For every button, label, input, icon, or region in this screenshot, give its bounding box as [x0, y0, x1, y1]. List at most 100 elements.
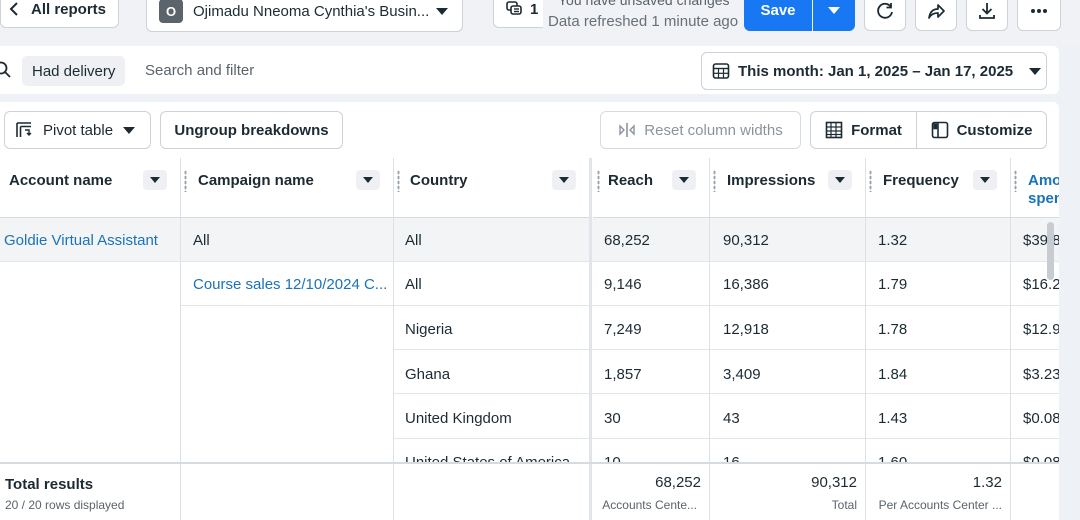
amount-spent-cell: $16.2	[1023, 276, 1059, 293]
back-label: All reports	[31, 0, 107, 18]
ungroup-breakdowns-button[interactable]: Ungroup breakdowns	[160, 111, 343, 149]
table-row[interactable]	[393, 395, 1059, 439]
calendar-icon	[712, 63, 730, 79]
impressions-cell: 16,386	[723, 276, 769, 293]
total-reach-caption: Accounts Cente...	[602, 498, 697, 512]
column-divider	[865, 158, 866, 520]
pivot-table-label: Pivot table	[43, 121, 114, 139]
filter-chip-had-delivery[interactable]: Had delivery	[22, 56, 126, 86]
column-menu-button[interactable]	[828, 170, 852, 190]
date-range-picker[interactable]: This month: Jan 1, 2025 – Jan 17, 2025	[701, 52, 1047, 90]
drag-handle-icon[interactable]	[597, 170, 600, 192]
account-name: Ojimadu Nneoma Cynthia's Busin...	[193, 2, 430, 20]
column-menu-button[interactable]	[356, 170, 380, 190]
save-options-button[interactable]	[813, 0, 855, 31]
download-icon	[979, 2, 995, 19]
account-avatar: O	[159, 0, 183, 23]
download-button[interactable]	[966, 0, 1008, 31]
column-header-frequency[interactable]: Frequency	[865, 158, 1010, 218]
reach-cell: 1,857	[604, 366, 642, 383]
reset-column-widths-button[interactable]: Reset column widths	[600, 111, 801, 149]
table-row[interactable]	[393, 350, 1059, 394]
reach-cell: 9,146	[604, 276, 642, 293]
drag-handle-icon[interactable]	[713, 170, 716, 192]
table-row[interactable]	[180, 262, 1059, 306]
vertical-scrollbar[interactable]	[1047, 222, 1054, 280]
layers-button[interactable]: 1	[493, 0, 543, 28]
account-name-cell[interactable]: Goldie Virtual Assistant	[4, 232, 158, 249]
layers-count: 1	[530, 0, 539, 18]
report-table: Account name Campaign name Country Reach…	[0, 158, 1059, 520]
share-button[interactable]	[915, 0, 957, 31]
pivot-table-button[interactable]: Pivot table	[4, 111, 151, 149]
back-to-reports-button[interactable]: All reports	[0, 0, 119, 28]
customize-label: Customize	[956, 121, 1033, 139]
customize-button[interactable]: Customize	[916, 111, 1047, 149]
table-row[interactable]	[0, 218, 1059, 262]
drag-handle-icon[interactable]	[184, 170, 187, 192]
country-cell: Ghana	[405, 366, 451, 383]
country-cell: Nigeria	[405, 321, 453, 338]
column-menu-button[interactable]	[552, 170, 576, 190]
table-row[interactable]	[393, 306, 1059, 350]
top-bar: All reports O Ojimadu Nneoma Cynthia's B…	[0, 0, 1080, 46]
refresh-icon	[877, 2, 893, 19]
chevron-down-icon	[363, 177, 373, 183]
format-button[interactable]: Format	[810, 111, 917, 149]
chevron-down-icon	[828, 7, 840, 14]
total-reach: 68,252	[655, 474, 701, 491]
ad-account-select[interactable]: O Ojimadu Nneoma Cynthia's Busin...	[146, 0, 463, 32]
column-divider	[180, 464, 181, 520]
reach-cell: 68,252	[604, 232, 650, 249]
refresh-button[interactable]	[864, 0, 906, 31]
reach-cell: 7,249	[604, 321, 642, 338]
amount-spent-cell: $3.23	[1023, 366, 1059, 383]
campaign-name-cell: All	[193, 232, 210, 249]
campaign-name-cell[interactable]: Course sales 12/10/2024 C...	[193, 276, 388, 293]
chevron-down-icon	[123, 126, 136, 134]
account-group-cell	[0, 262, 180, 462]
chevron-down-icon	[679, 177, 689, 183]
unsaved-status: You have unsaved changes	[558, 0, 730, 8]
frequency-cell: 1.43	[878, 410, 908, 427]
country-cell: United Kingdom	[405, 410, 512, 427]
chevron-down-icon	[559, 177, 569, 183]
column-header-country[interactable]: Country	[393, 158, 590, 218]
save-button[interactable]: Save	[744, 0, 812, 31]
report-table-panel: Pivot table Ungroup breakdowns Reset col…	[0, 102, 1059, 520]
column-divider	[709, 158, 710, 520]
column-menu-button[interactable]	[143, 170, 167, 190]
format-label: Format	[851, 121, 902, 139]
column-divider	[180, 158, 181, 520]
amount-spent-cell: $12.9	[1023, 321, 1059, 338]
total-frequency: 1.32	[972, 474, 1002, 491]
drag-handle-icon[interactable]	[397, 170, 400, 192]
impressions-cell: 90,312	[723, 232, 769, 249]
country-cell: All	[405, 232, 422, 249]
column-header-amount-spent[interactable]: Amo spen	[1010, 158, 1059, 218]
column-resize-icon	[619, 123, 635, 137]
total-frequency-caption: Per Accounts Center ...	[878, 498, 1002, 512]
column-header-campaign-name[interactable]: Campaign name	[180, 158, 393, 218]
chevron-left-icon	[9, 2, 18, 16]
column-header-reach[interactable]: Reach	[593, 158, 709, 218]
column-header-account-name[interactable]: Account name	[0, 158, 180, 218]
total-impressions-caption: Total	[831, 498, 857, 512]
drag-handle-icon[interactable]	[1014, 170, 1017, 192]
more-options-button[interactable]	[1017, 0, 1061, 31]
column-menu-button[interactable]	[672, 170, 696, 190]
column-menu-button[interactable]	[973, 170, 997, 190]
column-divider	[393, 158, 394, 520]
reach-cell: 30	[604, 410, 621, 427]
filter-bar: Had delivery Search and filter This mont…	[0, 46, 1059, 94]
total-results-row: Total results 20 / 20 rows displayed 68,…	[0, 462, 1059, 520]
chevron-down-icon	[436, 7, 448, 15]
frequency-cell: 1.32	[878, 232, 908, 249]
column-header-impressions[interactable]: Impressions	[709, 158, 865, 218]
refresh-status: Data refreshed 1 minute ago	[548, 13, 739, 30]
frozen-column-divider	[589, 158, 592, 520]
impressions-cell: 12,918	[723, 321, 769, 338]
search-input[interactable]: Search and filter	[145, 62, 255, 79]
drag-handle-icon[interactable]	[869, 170, 872, 192]
chevron-down-icon	[980, 177, 990, 183]
